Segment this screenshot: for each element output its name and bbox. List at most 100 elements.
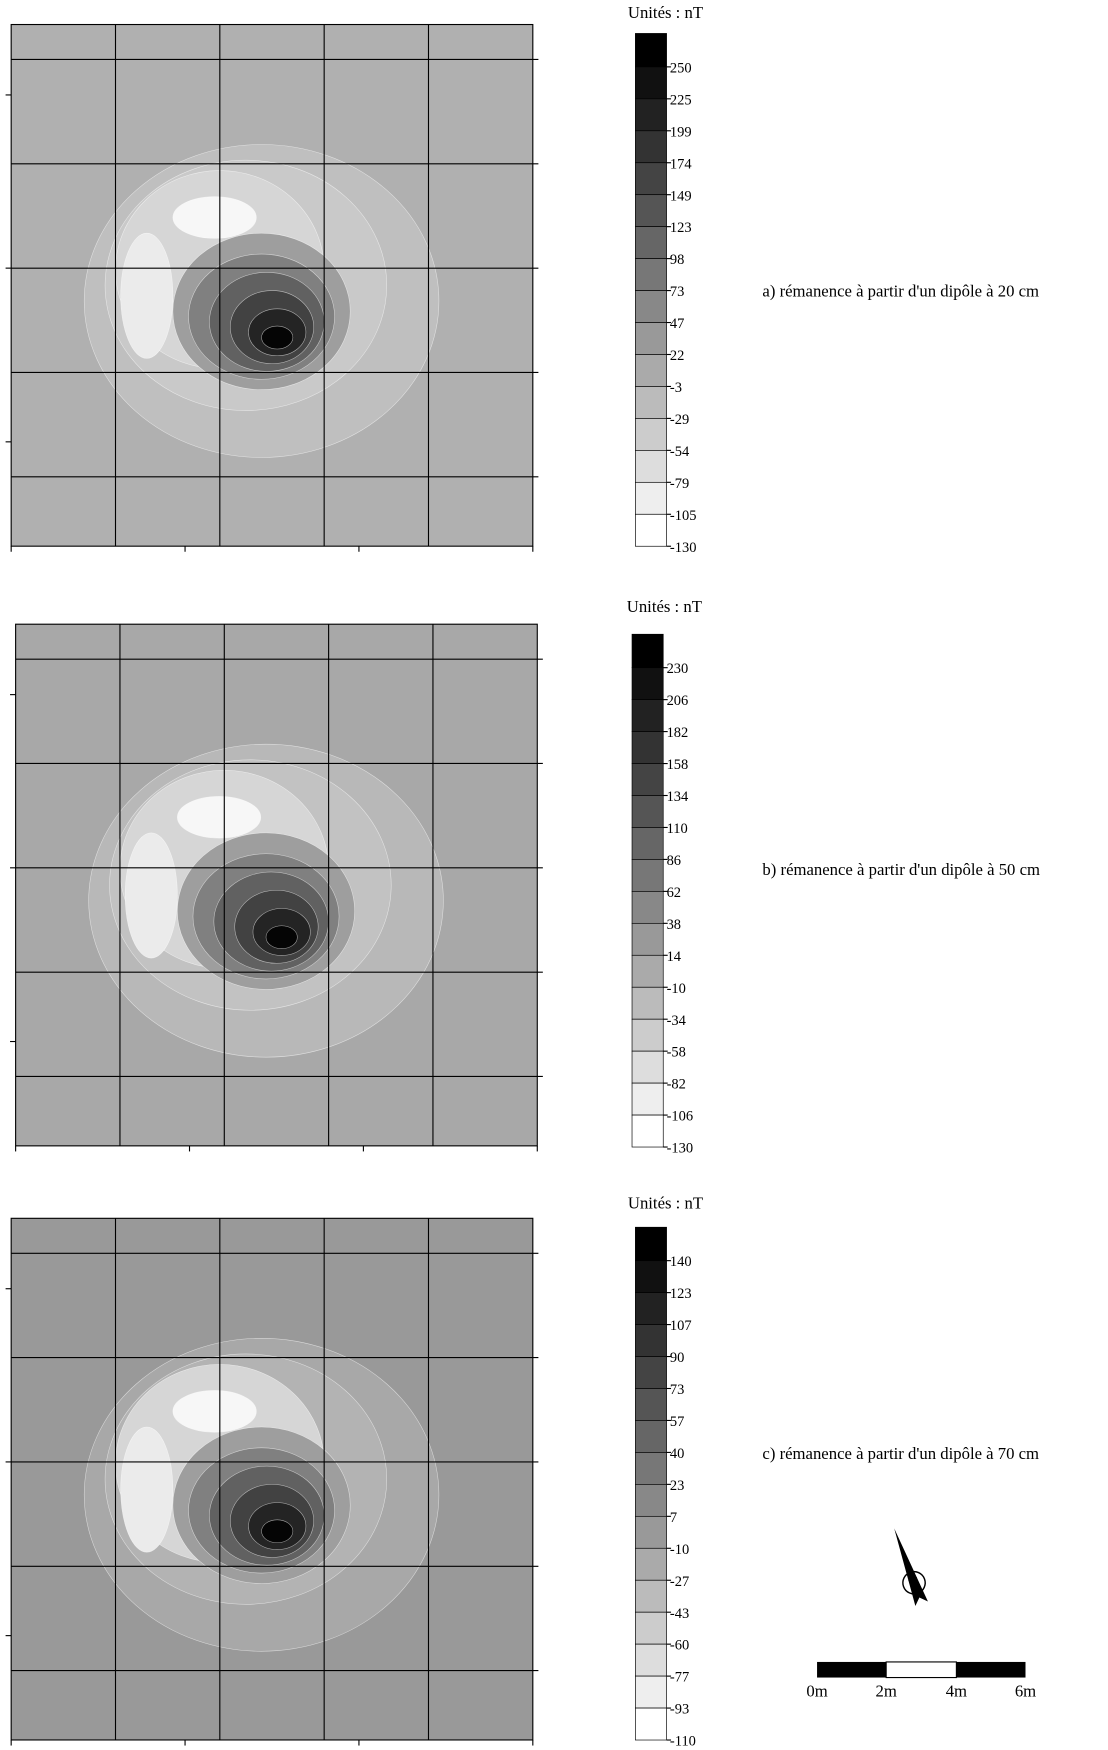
legend-swatch	[635, 386, 667, 419]
legend-swatch	[631, 1082, 664, 1116]
contour	[120, 1426, 174, 1553]
scale-label: 4m	[946, 1681, 967, 1700]
legend-swatch	[635, 1547, 667, 1581]
legend-swatch	[635, 1420, 667, 1453]
legend-label: 98	[670, 252, 684, 268]
legend-swatch	[635, 1226, 667, 1262]
legend-label: 7	[670, 1510, 677, 1526]
legend-label: -77	[670, 1670, 689, 1686]
legend-label: -79	[670, 476, 689, 492]
legend-swatch	[635, 258, 667, 291]
legend-label: 73	[670, 284, 684, 300]
legend-swatch	[635, 1292, 667, 1325]
legend-label: -29	[670, 412, 689, 428]
legend-swatch	[631, 954, 664, 988]
contour	[124, 832, 178, 959]
legend-label: 182	[667, 725, 689, 741]
legend-label: 250	[670, 60, 692, 76]
legend-label: -82	[667, 1077, 686, 1093]
units-label: Unités : nT	[628, 1193, 703, 1212]
north-arrow: N	[894, 1528, 928, 1607]
legend-label: 40	[670, 1446, 684, 1462]
scale-segment	[885, 1661, 957, 1679]
legend-swatch	[635, 1611, 667, 1645]
scale-segment	[817, 1661, 887, 1678]
legend-label: -43	[670, 1606, 689, 1622]
legend-label: 38	[667, 917, 681, 933]
scale-bar: 0m 2m 4m 6m	[806, 1661, 1036, 1700]
legend-label: -106	[667, 1109, 694, 1125]
arrow	[894, 1528, 928, 1607]
legend-label: -54	[670, 444, 690, 460]
legend-swatch	[635, 162, 667, 196]
legend-swatch	[635, 1515, 667, 1549]
legend-swatch	[631, 891, 664, 924]
legend-label: 90	[670, 1350, 684, 1366]
legend-label: -10	[670, 1542, 689, 1558]
contour	[172, 1390, 257, 1433]
panel: 230 206 182 158 134 110 86 62 38 14 -10 -34 -58 -82 -1…	[10, 597, 1040, 1157]
legend-label: 174	[670, 156, 692, 172]
legend-label: 225	[670, 92, 692, 108]
legend-label: -34	[667, 1013, 687, 1029]
units-label: Unités : nT	[628, 3, 703, 22]
legend-label: -110	[670, 1734, 696, 1750]
legend-swatch	[635, 450, 667, 483]
legend-label: 107	[670, 1318, 692, 1334]
legend-swatch	[635, 1675, 667, 1709]
legend-swatch	[631, 1114, 664, 1148]
compass-circle	[902, 1570, 926, 1595]
legend-swatch	[631, 731, 664, 764]
legend-swatch	[635, 226, 667, 259]
legend-swatch	[635, 33, 667, 68]
legend-swatch	[635, 1324, 667, 1357]
legend-label: -130	[667, 1141, 694, 1157]
legend-label: -105	[670, 508, 697, 524]
legend-swatch	[635, 194, 667, 227]
legend-swatch	[631, 795, 664, 828]
legend-label: 206	[667, 693, 689, 709]
legend-label: 23	[670, 1478, 684, 1494]
legend-swatch	[631, 1018, 664, 1052]
contour	[265, 925, 298, 949]
legend-swatch	[635, 354, 667, 387]
legend-label: -60	[670, 1638, 689, 1654]
legend-swatch	[635, 98, 667, 132]
legend-label: 123	[670, 220, 692, 236]
map-frame	[10, 23, 534, 547]
panel: 140 123 107 90 73 57 40 23 7 -10 -27 -43 -60 -77 -93 -1…	[5, 1193, 1039, 1750]
legend-swatch	[631, 986, 664, 1020]
legend-swatch	[635, 481, 667, 515]
legend-label: 62	[667, 885, 681, 901]
legend-label: -130	[670, 540, 697, 556]
contour	[177, 796, 262, 839]
legend-swatch	[635, 418, 667, 451]
scale-segment	[956, 1661, 1026, 1678]
legend-swatch	[631, 859, 664, 892]
legend-swatch	[631, 922, 664, 956]
legend-swatch	[635, 1579, 667, 1613]
caption: a) rémanence à partir d'un dipôle à 20 c…	[762, 281, 1039, 300]
legend-swatch	[631, 763, 664, 796]
legend-swatch	[635, 1260, 667, 1293]
contour	[261, 325, 294, 350]
legend-label: -27	[670, 1574, 689, 1590]
legend-label: 158	[667, 757, 689, 773]
legend-swatch	[635, 130, 667, 164]
contour	[120, 232, 174, 359]
units-label: Unités : nT	[627, 597, 702, 616]
contour-map	[11, 24, 533, 547]
legend-label: 140	[670, 1254, 692, 1270]
map-frame	[10, 1217, 534, 1741]
contour-map	[11, 1218, 533, 1740]
legend-swatch	[631, 827, 664, 860]
legend-label: 73	[670, 1382, 684, 1398]
legend-swatch	[635, 1452, 667, 1485]
caption: c) rémanence à partir d'un dipôle à 70 c…	[762, 1444, 1039, 1463]
legend-label: 22	[670, 348, 684, 364]
legend-swatch	[635, 1643, 667, 1677]
contour-map	[15, 624, 538, 1146]
scale-label: 2m	[875, 1681, 896, 1700]
legend-swatch	[631, 633, 664, 669]
